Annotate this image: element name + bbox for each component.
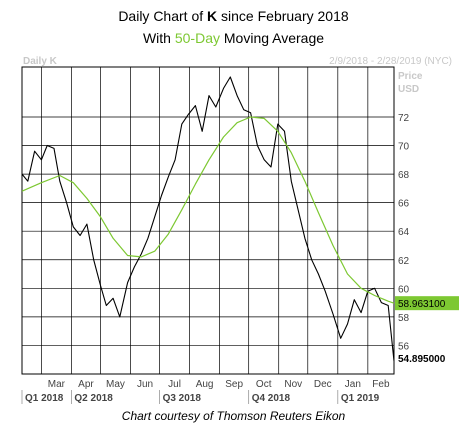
price-value-tag xyxy=(395,351,459,366)
series-lines xyxy=(21,76,395,362)
y-axis-unit: USD xyxy=(398,84,419,95)
chart-subtitle: With 50-Day Moving Average xyxy=(142,30,325,46)
x-month-label: Sep xyxy=(225,379,243,390)
ma-period-label: 50-Day xyxy=(174,30,220,46)
x-month-label: May xyxy=(106,379,125,390)
price-value-text: 54.895000 xyxy=(398,354,446,365)
x-quarter-label: Q2 2018 xyxy=(74,393,113,404)
x-month-label: Jun xyxy=(137,379,153,390)
y-tick-label: 60 xyxy=(398,284,410,295)
x-month-label: Dec xyxy=(314,379,332,390)
x-month-label: Jan xyxy=(345,379,361,390)
y-tick-label: 56 xyxy=(398,341,410,352)
x-month-label: Aug xyxy=(196,379,214,390)
x-quarter-label: Q4 2018 xyxy=(252,393,291,404)
x-month-label: Oct xyxy=(256,379,272,390)
y-axis-title: Price xyxy=(398,71,423,82)
y-tick-label: 70 xyxy=(398,142,410,153)
y-tick-label: 68 xyxy=(398,170,410,181)
x-month-label: Apr xyxy=(78,379,94,390)
ma-value-text: 58.963100 xyxy=(398,299,446,310)
x-month-label: Mar xyxy=(48,379,66,390)
x-quarter-label: Q1 2019 xyxy=(341,393,380,404)
x-quarter-label: Q3 2018 xyxy=(163,393,202,404)
y-tick-label: 66 xyxy=(398,199,410,210)
x-month-label: Nov xyxy=(284,379,302,390)
y-tick-label: 58 xyxy=(398,313,410,324)
y-tick-label: 62 xyxy=(398,256,410,267)
x-tick-labels: Mar Apr May Jun Jul Aug Sep Oct Nov Dec Jan Feb Q1 2… xyxy=(21,379,390,404)
chart-credit: Chart courtesy of Thomson Reuters Eikon xyxy=(121,409,346,423)
ma-value-tag xyxy=(395,296,459,311)
moving-average-line xyxy=(21,116,395,304)
ticker-symbol: K xyxy=(207,8,218,24)
date-range-label: 2/9/2018 - 2/28/2019 (NYC) xyxy=(329,56,452,67)
chart-grid xyxy=(21,66,395,375)
x-month-label: Feb xyxy=(372,379,390,390)
x-month-label: Jul xyxy=(168,379,181,390)
symbol-label: Daily K xyxy=(23,56,58,67)
y-tick-label: 72 xyxy=(398,113,410,124)
value-tags: 58.963100 54.895000 xyxy=(395,296,459,366)
y-tick-label: 64 xyxy=(398,227,410,238)
y-tick-labels: 56 58 60 62 64 66 68 70 72 xyxy=(398,113,410,352)
price-line xyxy=(21,76,395,362)
x-quarter-label: Q1 2018 xyxy=(25,393,64,404)
plot-frame xyxy=(21,66,395,375)
chart-title: Daily Chart of K since February 2018 xyxy=(118,8,349,24)
